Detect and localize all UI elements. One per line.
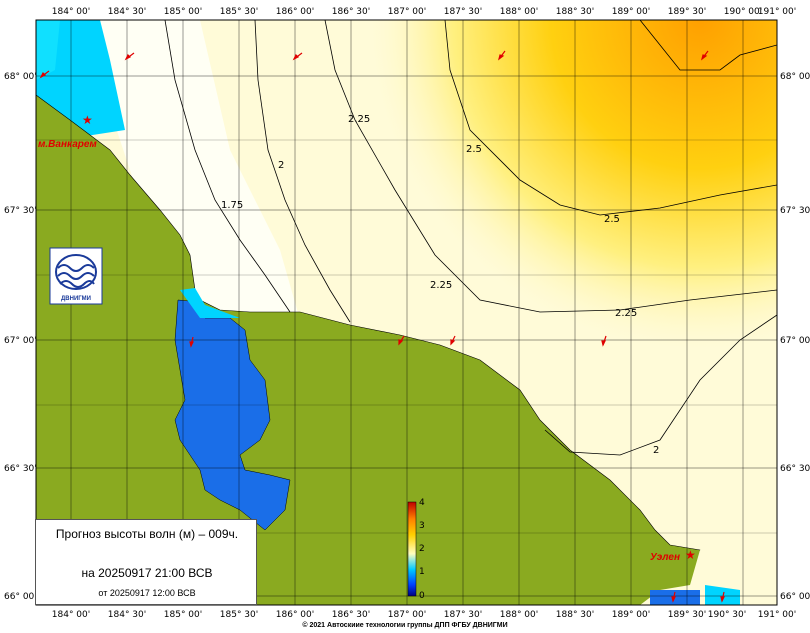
contours bbox=[164, 20, 777, 456]
lat-label: 67° 30' bbox=[4, 206, 37, 216]
wind-arrow-icon bbox=[601, 335, 607, 347]
wind-arrow-icon bbox=[671, 591, 676, 603]
lon-label: 184° 00' bbox=[52, 7, 90, 17]
color-scale: 4 3 2 1 0 bbox=[407, 498, 425, 601]
scale-tick-0: 0 bbox=[419, 591, 425, 601]
wind-arrow-icon bbox=[701, 50, 709, 61]
uelen-star-icon: ★ bbox=[685, 548, 696, 562]
wind-arrow-icon bbox=[498, 50, 506, 61]
lon-label: 189° 30' bbox=[668, 610, 706, 620]
vankarem-star-icon: ★ bbox=[82, 113, 93, 127]
wind-arrow-icon bbox=[189, 336, 194, 348]
legend-panel: Прогноз высоты волн (м) – 009ч. на 20250… bbox=[35, 519, 257, 605]
lat-labels-left: 68° 00' 67° 30' 67° 00' 66° 30' 66° 00' bbox=[4, 72, 37, 602]
lon-label: 186° 30' bbox=[332, 7, 370, 17]
lon-label: 187° 00' bbox=[388, 610, 426, 620]
lon-label: 191° 00' bbox=[758, 610, 796, 620]
lat-label: 68° 00' bbox=[4, 72, 37, 82]
wind-arrow-icon bbox=[450, 335, 456, 346]
lon-label: 189° 00' bbox=[612, 610, 650, 620]
contour-label-2-25-c: 2.25 bbox=[615, 308, 637, 319]
place-vankarem: м.Ванкарем bbox=[38, 139, 97, 150]
lon-label: 186° 00' bbox=[276, 610, 314, 620]
legend-title: Прогноз высоты волн (м) – 009ч. bbox=[55, 527, 239, 541]
lon-labels-bottom: 184° 00' 184° 30' 185° 00' 185° 30' 186°… bbox=[52, 610, 796, 620]
wind-arrow-icon bbox=[124, 52, 135, 61]
lat-label: 66° 30' bbox=[4, 464, 37, 474]
lon-label: 187° 30' bbox=[444, 7, 482, 17]
lon-label: 187° 30' bbox=[444, 610, 482, 620]
dvnigmi-logo: ДВНИГМИ bbox=[49, 247, 103, 305]
lon-label: 188° 00' bbox=[500, 610, 538, 620]
lat-label: 66° 00' bbox=[4, 592, 37, 602]
scale-tick-3: 3 bbox=[419, 521, 425, 531]
lon-label: 188° 30' bbox=[556, 7, 594, 17]
shallow-cyan-zone bbox=[36, 20, 125, 140]
logo-text: ДВНИГМИ bbox=[61, 296, 91, 302]
lon-label: 190° 00' bbox=[724, 7, 762, 17]
color-scale-bar bbox=[407, 501, 417, 597]
lon-label: 187° 00' bbox=[388, 7, 426, 17]
scale-tick-4: 4 bbox=[419, 498, 425, 508]
scale-tick-1: 1 bbox=[419, 567, 425, 577]
east-shallow bbox=[705, 585, 740, 605]
lon-label: 188° 30' bbox=[556, 610, 594, 620]
contour-label-2-25-b: 2.25 bbox=[430, 280, 452, 291]
lat-label: 68° 00' bbox=[780, 72, 810, 82]
lat-label: 67° 30' bbox=[780, 206, 810, 216]
wind-arrow-icon bbox=[720, 591, 725, 603]
lon-label: 185° 30' bbox=[220, 610, 258, 620]
lagoon bbox=[174, 299, 291, 531]
wind-arrow-icon bbox=[292, 52, 303, 61]
lon-label: 185° 30' bbox=[220, 7, 258, 17]
lon-label: 188° 00' bbox=[500, 7, 538, 17]
lon-label: 189° 30' bbox=[668, 7, 706, 17]
lon-label: 185° 00' bbox=[164, 7, 202, 17]
copyright-footer: © 2021 Автоскиие технологии группы ДПП Ф… bbox=[302, 622, 508, 629]
contour-label-2-b: 2 bbox=[653, 445, 659, 456]
lon-label: 191° 00' bbox=[758, 7, 796, 17]
lon-label: 186° 00' bbox=[276, 7, 314, 17]
contour-label-2-25: 2.25 bbox=[348, 114, 370, 125]
lat-label: 67° 00' bbox=[780, 336, 810, 346]
contour-label-2: 2 bbox=[278, 160, 284, 171]
contour-label-2-5: 2.5 bbox=[466, 144, 482, 155]
place-uelen: Уэлен bbox=[650, 552, 680, 563]
legend-issued: от 20250917 12:00 ВСВ bbox=[98, 588, 196, 598]
lon-labels-top: 184° 00' 184° 30' 185° 00' 185° 30' 186°… bbox=[52, 7, 796, 17]
lagoon-mouth bbox=[180, 288, 240, 318]
lon-label: 186° 30' bbox=[332, 610, 370, 620]
lon-label: 184° 30' bbox=[108, 610, 146, 620]
wind-arrow-icon bbox=[39, 70, 50, 79]
lat-labels-right: 68° 00' 67° 30' 67° 00' 66° 30' 66° 00' bbox=[780, 72, 810, 602]
lon-label: 185° 00' bbox=[164, 610, 202, 620]
map-field bbox=[36, 20, 777, 605]
lat-label: 67° 00' bbox=[4, 336, 37, 346]
lon-label: 184° 30' bbox=[108, 7, 146, 17]
graticule bbox=[36, 20, 777, 605]
wind-arrows bbox=[39, 50, 725, 603]
lat-label: 66° 00' bbox=[780, 592, 810, 602]
contour-label-1-75: 1.75 bbox=[221, 200, 243, 211]
map-frame bbox=[35, 19, 778, 606]
lon-label: 190° 30' bbox=[708, 610, 746, 620]
lon-label: 189° 00' bbox=[612, 7, 650, 17]
legend-date: на 20250917 21:00 ВСВ bbox=[81, 566, 213, 580]
contour-label-2-5-b: 2.5 bbox=[604, 214, 620, 225]
shallow-cyan-zone-2 bbox=[36, 20, 60, 80]
lon-label: 184° 00' bbox=[52, 610, 90, 620]
scale-tick-2: 2 bbox=[419, 544, 425, 554]
lat-label: 66° 30' bbox=[780, 464, 810, 474]
wind-arrow-icon bbox=[398, 335, 405, 346]
